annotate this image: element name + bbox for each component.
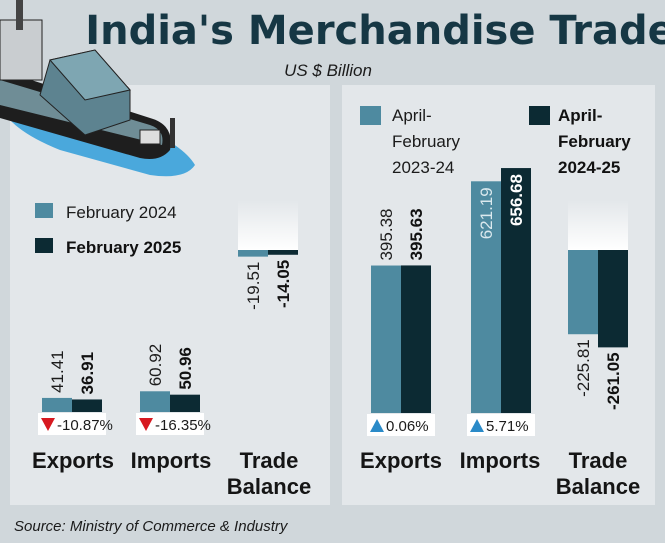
category-label: Balance: [227, 474, 311, 499]
value-label: 395.63: [407, 208, 426, 260]
category-label: Imports: [131, 448, 212, 473]
category-label: Balance: [556, 474, 640, 499]
bar-trade-balance-s1: [568, 250, 598, 335]
change-label: 5.71%: [486, 418, 529, 435]
bar-trade-balance-s2: [598, 250, 628, 348]
legend-label-feb-2025: February 2025: [66, 238, 181, 257]
value-label: -225.81: [574, 339, 593, 397]
triangle-down-icon: [139, 418, 153, 431]
value-label: 60.92: [146, 344, 165, 387]
legend-label-apr-feb-2023-24: April- February 2023-24: [392, 106, 465, 177]
legend-swatch-apr-feb-2023-24: [360, 106, 381, 125]
bar-imports-s2: [170, 394, 200, 412]
bar-exports-s1: [42, 397, 72, 412]
legend-label-feb-2024: February 2024: [66, 203, 177, 222]
bar-exports-s2: [401, 265, 431, 413]
value-label: 50.96: [176, 347, 195, 390]
bar-imports-s1: [471, 181, 501, 413]
bar-imports-s2: [501, 168, 531, 413]
value-label: 395.38: [377, 209, 396, 261]
source-note: Source: Ministry of Commerce & Industry: [14, 518, 289, 535]
change-label: -10.87%: [57, 417, 113, 434]
bar-exports-s2: [72, 399, 102, 412]
change-bg: [136, 413, 204, 435]
value-label: 36.91: [78, 352, 97, 395]
value-label: -19.51: [244, 262, 263, 310]
bar-imports-s1: [140, 391, 170, 412]
change-label: 0.06%: [386, 418, 429, 435]
category-label: Exports: [32, 448, 114, 473]
change-bg: [367, 414, 435, 436]
triangle-down-icon: [41, 418, 55, 431]
value-label: -14.05: [274, 260, 293, 308]
value-label: 621.19: [477, 187, 496, 239]
bar-trade-balance-s2: [268, 250, 298, 255]
bar-trade-balance-s1: [238, 250, 268, 257]
category-label: Imports: [460, 448, 541, 473]
zero-fade: [568, 200, 628, 250]
triangle-up-icon: [370, 419, 384, 432]
subtitle: US $ Billion: [284, 61, 372, 80]
legend-swatch-feb-2024: [35, 203, 53, 218]
change-label: -16.35%: [155, 417, 211, 434]
legend-swatch-apr-feb-2024-25: [529, 106, 550, 125]
change-bg: [467, 414, 535, 436]
legend-label-apr-feb-2024-25: April- February 2024-25: [558, 106, 635, 177]
bar-exports-s1: [371, 265, 401, 413]
ship-icon: [0, 0, 195, 177]
category-label: Exports: [360, 448, 442, 473]
page-title: India's Merchandise Trade: [85, 8, 665, 54]
zero-fade: [238, 200, 298, 250]
change-bg: [38, 413, 106, 435]
triangle-up-icon: [470, 419, 484, 432]
value-label: 41.41: [48, 350, 67, 393]
value-label: 656.68: [507, 174, 526, 226]
legend-swatch-feb-2025: [35, 238, 53, 253]
category-label: Trade: [569, 448, 628, 473]
value-label: -261.05: [604, 352, 623, 410]
category-label: Trade: [240, 448, 299, 473]
